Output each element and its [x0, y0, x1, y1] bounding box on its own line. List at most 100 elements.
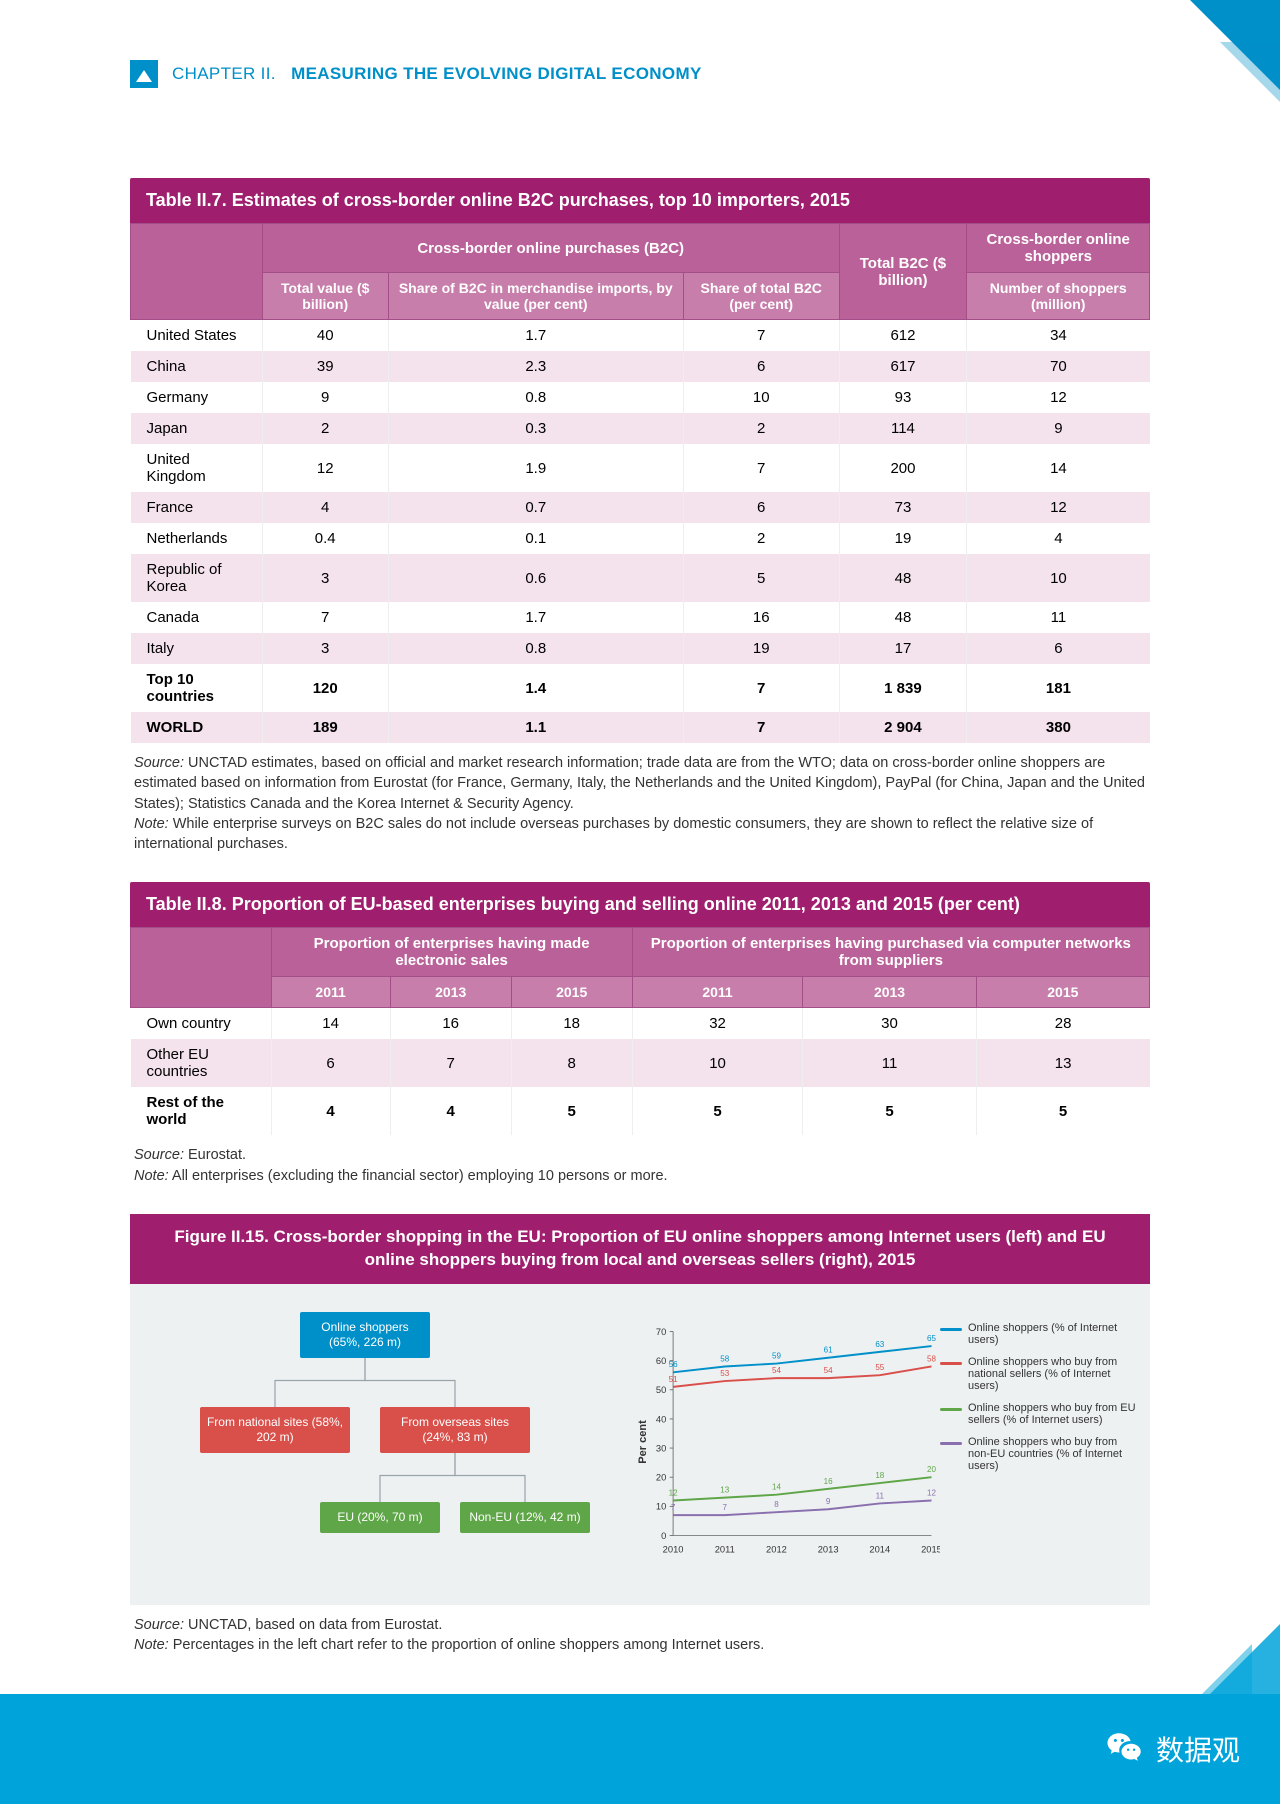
cell: 114	[839, 413, 967, 444]
svg-text:2010: 2010	[663, 1544, 684, 1554]
row-label: Top 10 countries	[131, 664, 263, 712]
table7-grouphdr: Cross-border online shoppers	[967, 224, 1150, 273]
figure15-legend: Online shoppers (% of Internet users)Onl…	[940, 1302, 1140, 1587]
row-label: WORLD	[131, 712, 263, 743]
cell: 4	[967, 523, 1150, 554]
table-row: Republic of Korea30.654810	[131, 554, 1150, 602]
svg-text:50: 50	[656, 1385, 666, 1395]
wechat-label: 数据观	[1156, 1729, 1240, 1769]
cell: 6	[271, 1039, 390, 1087]
cell: 7	[390, 1039, 511, 1087]
cell: 11	[803, 1039, 976, 1087]
table-row: United Kingdom121.9720014	[131, 444, 1150, 492]
table-row: Italy30.819176	[131, 633, 1150, 664]
cell: 30	[803, 1008, 976, 1040]
cell: 0.7	[388, 492, 683, 523]
cell: 32	[632, 1008, 803, 1040]
legend-item: Online shoppers who buy from national se…	[940, 1356, 1140, 1392]
year-header: 2015	[976, 977, 1149, 1008]
row-label: Netherlands	[131, 523, 263, 554]
svg-text:58: 58	[720, 1354, 729, 1363]
cell: 1.9	[388, 444, 683, 492]
svg-text:12: 12	[669, 1488, 678, 1497]
table7: Cross-border online purchases (B2C) Tota…	[130, 223, 1150, 743]
cell: 0.8	[388, 382, 683, 413]
legend-swatch	[940, 1408, 962, 1411]
table7-note: Note: While enterprise surveys on B2C sa…	[134, 814, 1146, 855]
table8-source: Source: Eurostat.	[134, 1145, 1146, 1165]
figure15-notes: Source: UNCTAD, based on data from Euros…	[134, 1615, 1146, 1656]
legend-label: Online shoppers who buy from non-EU coun…	[968, 1436, 1140, 1472]
figure15-chart: 010203040506070201020112012201320142015P…	[634, 1302, 1140, 1587]
svg-text:54: 54	[824, 1366, 833, 1375]
row-label: France	[131, 492, 263, 523]
cell: 48	[839, 554, 967, 602]
table7-subhdr: Total value ($ billion)	[262, 273, 388, 320]
table-row: Top 10 countries1201.471 839181	[131, 664, 1150, 712]
cell: 380	[967, 712, 1150, 743]
tree-node: Non-EU (12%, 42 m)	[460, 1502, 590, 1533]
cell: 4	[271, 1087, 390, 1135]
svg-text:58: 58	[927, 1354, 936, 1363]
svg-text:55: 55	[875, 1363, 884, 1372]
table-row: Canada71.7164811	[131, 602, 1150, 633]
svg-text:70: 70	[656, 1327, 666, 1337]
cell: 1.7	[388, 602, 683, 633]
cell: 6	[683, 351, 839, 382]
figure15-body: Online shoppers (65%, 226 m)From nationa…	[130, 1284, 1150, 1605]
cell: 5	[976, 1087, 1149, 1135]
figure15-linesvg: 010203040506070201020112012201320142015P…	[634, 1302, 940, 1582]
legend-item: Online shoppers who buy from non-EU coun…	[940, 1436, 1140, 1472]
legend-swatch	[940, 1442, 962, 1445]
svg-text:2015: 2015	[921, 1544, 940, 1554]
svg-text:12: 12	[927, 1488, 936, 1497]
table-row: Germany90.8109312	[131, 382, 1150, 413]
table-row: Other EU countries678101113	[131, 1039, 1150, 1087]
cell: 200	[839, 444, 967, 492]
wechat-icon	[1104, 1728, 1146, 1770]
table7-grouphdr: Total B2C ($ billion)	[839, 224, 967, 320]
svg-text:2011: 2011	[715, 1544, 735, 1554]
cell: 1 839	[839, 664, 967, 712]
table-row: WORLD1891.172 904380	[131, 712, 1150, 743]
cell: 9	[262, 382, 388, 413]
footer-decoration	[1202, 1644, 1252, 1694]
cell: 28	[976, 1008, 1149, 1040]
table8-title: Table II.8. Proportion of EU-based enter…	[130, 882, 1150, 927]
table7-grouphdr: Cross-border online purchases (B2C)	[262, 224, 839, 273]
table-row: United States401.7761234	[131, 320, 1150, 352]
cell: 3	[262, 633, 388, 664]
cell: 18	[511, 1008, 632, 1040]
svg-text:13: 13	[720, 1485, 729, 1494]
cell: 19	[683, 633, 839, 664]
cell: 93	[839, 382, 967, 413]
table8-grouphdr: Proportion of enterprises having made el…	[271, 928, 632, 977]
cell: 12	[967, 492, 1150, 523]
cell: 7	[683, 320, 839, 352]
row-label: Own country	[131, 1008, 272, 1040]
year-header: 2015	[511, 977, 632, 1008]
row-label: Germany	[131, 382, 263, 413]
footer-bar: 数据观	[0, 1694, 1280, 1804]
svg-text:20: 20	[656, 1473, 666, 1483]
svg-text:40: 40	[656, 1414, 666, 1424]
chapter-title: CHAPTER II. MEASURING THE EVOLVING DIGIT…	[172, 64, 702, 84]
tree-node: Online shoppers (65%, 226 m)	[300, 1312, 430, 1358]
legend-label: Online shoppers who buy from national se…	[968, 1356, 1140, 1392]
cell: 39	[262, 351, 388, 382]
svg-text:56: 56	[669, 1360, 678, 1369]
svg-text:8: 8	[774, 1500, 779, 1509]
table7-stub	[131, 224, 263, 320]
svg-text:60: 60	[656, 1356, 666, 1366]
cell: 5	[803, 1087, 976, 1135]
table-row: China392.3661770	[131, 351, 1150, 382]
table-row: France40.767312	[131, 492, 1150, 523]
cell: 3	[262, 554, 388, 602]
table8-stub	[131, 928, 272, 1008]
year-header: 2011	[632, 977, 803, 1008]
legend-swatch	[940, 1328, 962, 1331]
svg-text:9: 9	[826, 1497, 831, 1506]
cell: 10	[683, 382, 839, 413]
cell: 617	[839, 351, 967, 382]
cell: 17	[839, 633, 967, 664]
